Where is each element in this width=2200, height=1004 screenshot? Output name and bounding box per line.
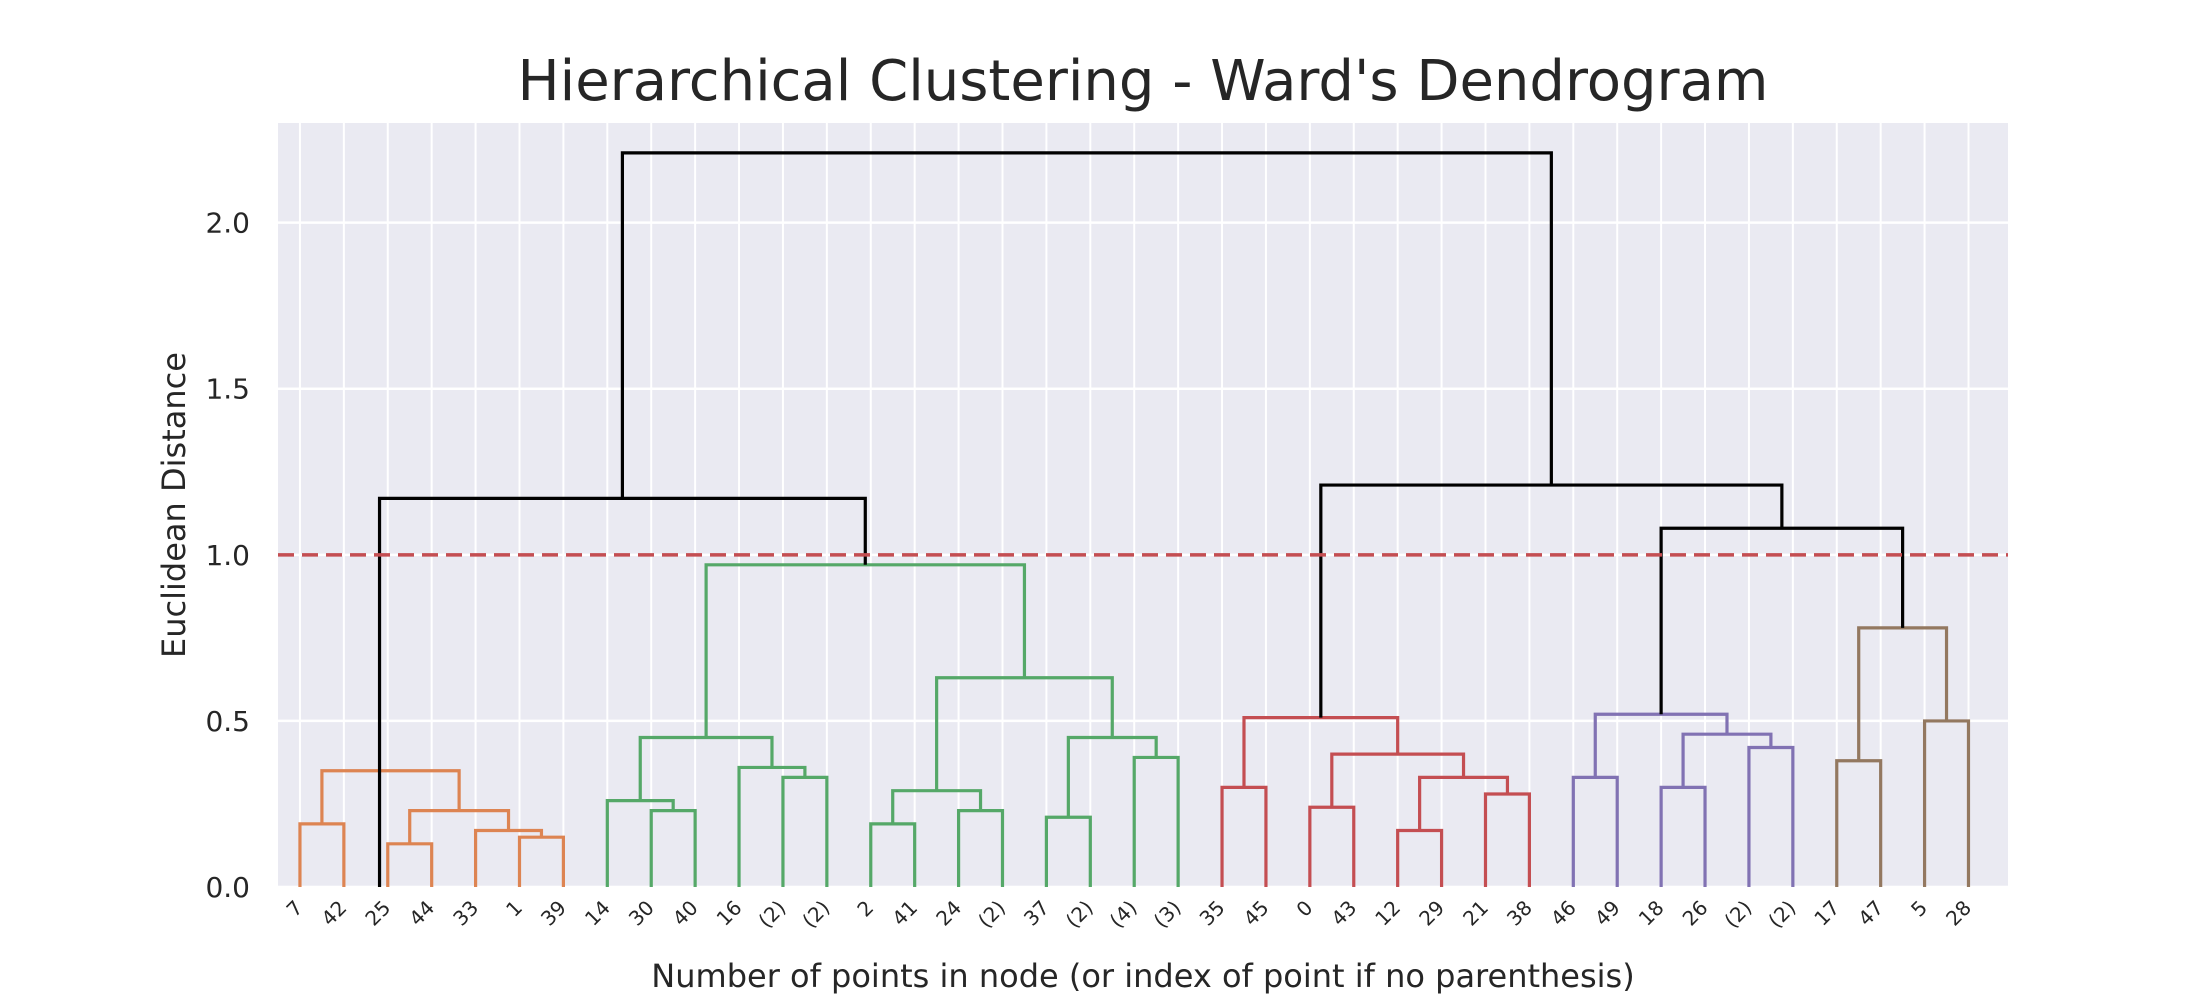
leaf-label: 46 [1546, 896, 1581, 931]
leaf-label: (2) [753, 896, 790, 933]
y-tick-label: 1.0 [205, 539, 250, 572]
leaf-label: 30 [624, 896, 659, 931]
leaf-label: (4) [1105, 896, 1142, 933]
dendrogram-link [517, 835, 566, 887]
leaf-label: 29 [1414, 896, 1449, 931]
dendrogram-link [1593, 712, 1729, 778]
leaf-label: 45 [1239, 896, 1274, 931]
leaf-label: 47 [1853, 896, 1888, 931]
y-tick-label: 2.0 [205, 207, 250, 240]
y-tick-label: 0.0 [205, 871, 250, 904]
leaf-label: (2) [1763, 896, 1800, 933]
leaf-label: 0 [1291, 896, 1317, 922]
dendrogram-link [377, 496, 867, 887]
dendrogram-link [320, 769, 461, 824]
leaf-label: (2) [973, 896, 1010, 933]
leaf-label: 37 [1019, 896, 1054, 931]
leaf-label: 25 [360, 896, 395, 931]
dendrogram-link [1747, 745, 1795, 887]
leaf-label: 12 [1370, 896, 1405, 931]
leaf-label: 33 [448, 896, 483, 931]
leaf-label: 38 [1502, 896, 1537, 931]
leaf-label: 2 [852, 896, 878, 922]
dendrogram-link [605, 799, 675, 887]
dendrogram-link [638, 735, 774, 801]
y-tick-label: 1.5 [205, 373, 250, 406]
chart-title: Hierarchical Clustering - Ward's Dendrog… [518, 49, 1769, 114]
dendrogram-link [1659, 785, 1707, 887]
x-axis-label: Number of points in node (or index of po… [651, 957, 1634, 995]
leaf-label: 1 [501, 896, 527, 922]
x-tick-labels: 7 42 25 44 33 1 39 14 30 40 16 (2) (2) 2 41 24 (2) 37 (2)(… [282, 896, 1977, 933]
dendrogram-link [1319, 483, 1784, 718]
dendrogram-link [1418, 775, 1510, 831]
leaf-label: 41 [887, 896, 922, 931]
dendrogram-link [1066, 735, 1158, 818]
dendrogram-link [1571, 775, 1619, 887]
dendrogram-link [620, 151, 1553, 499]
leaf-label: 26 [1678, 896, 1713, 931]
leaf-label: (2) [1719, 896, 1756, 933]
leaf-label: 16 [712, 896, 747, 931]
leaf-label: 43 [1326, 896, 1361, 931]
dendrogram-links [298, 151, 1971, 887]
dendrogram-link [1835, 759, 1883, 887]
dendrogram-link [781, 775, 829, 887]
leaf-label: 28 [1941, 896, 1976, 931]
leaf-label: (2) [1061, 896, 1098, 933]
leaf-label: 17 [1809, 896, 1844, 931]
leaf-label: 14 [580, 896, 615, 931]
leaf-label: 42 [316, 896, 351, 931]
leaf-label: 5 [1906, 896, 1932, 922]
leaf-label: (2) [797, 896, 834, 933]
leaf-label: 35 [1195, 896, 1230, 931]
leaf-label: 39 [536, 896, 571, 931]
leaf-label: 21 [1458, 896, 1493, 931]
y-axis-label: Euclidean Distance [155, 352, 193, 658]
leaf-label: 24 [931, 896, 966, 931]
dendrogram-link [891, 789, 983, 824]
dendrogram-link [298, 822, 346, 887]
leaf-label: (3) [1149, 896, 1186, 933]
leaf-label: 7 [282, 896, 308, 922]
leaf-label: 49 [1590, 896, 1625, 931]
y-tick-labels: 0.0 0.5 1.0 1.5 2.0 [205, 207, 250, 904]
leaf-label: 18 [1634, 896, 1669, 931]
leaf-label: 40 [668, 896, 703, 931]
y-tick-label: 0.5 [205, 705, 250, 738]
dendrogram-link [1220, 785, 1268, 887]
plot-background [278, 123, 2008, 887]
dendrogram-link [869, 822, 917, 887]
leaf-label: 44 [404, 896, 439, 931]
